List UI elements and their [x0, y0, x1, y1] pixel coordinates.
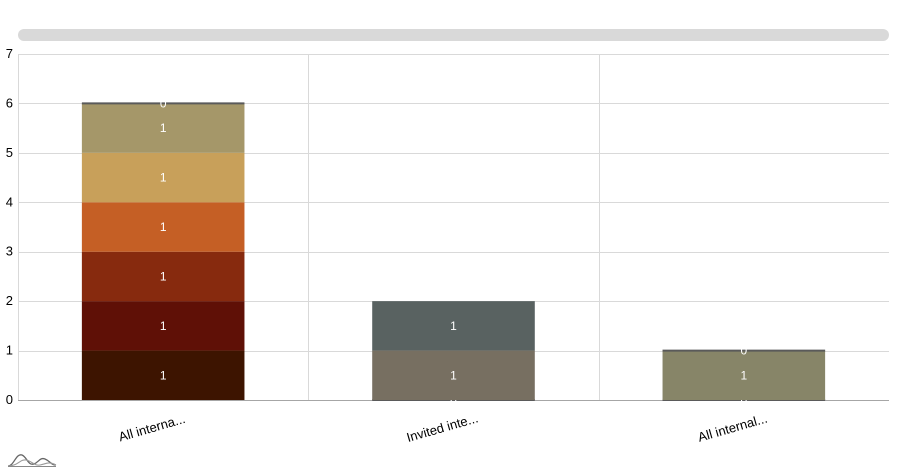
segment-value-label: 0 [740, 344, 747, 358]
segment-value-label: 1 [160, 121, 167, 135]
bars: 1111110011010 [81, 96, 826, 407]
y-axis-ticks: 0 1 2 3 4 5 6 7 [6, 46, 13, 407]
bar-segment[interactable] [81, 152, 245, 203]
bar-segment[interactable] [81, 103, 245, 153]
segment-value-label: 1 [160, 368, 167, 382]
horizontal-scrollbar[interactable] [18, 29, 889, 41]
chart-logo-icon [7, 454, 57, 467]
bar-segment[interactable] [81, 251, 245, 302]
bar-segment[interactable] [81, 202, 245, 252]
segment-value-label: 1 [740, 368, 747, 382]
y-tick-label: 5 [6, 145, 13, 160]
y-tick-label: 7 [6, 46, 13, 61]
y-tick-label: 1 [6, 343, 13, 358]
segment-value-label: 1 [160, 319, 167, 333]
x-category-label: Invited inte... [405, 410, 480, 445]
bar-segment[interactable] [372, 350, 535, 400]
segment-value-label: 1 [160, 171, 167, 185]
bar-segment[interactable] [372, 301, 535, 351]
y-tick-label: 6 [6, 95, 13, 110]
y-tick-label: 4 [6, 194, 13, 209]
segment-value-label: 1 [160, 220, 167, 234]
segment-value-label: 1 [450, 319, 457, 333]
x-axis-labels: All interna... Invited inte... All interna… [117, 410, 769, 445]
y-tick-label: 3 [6, 244, 13, 259]
bar-segment[interactable] [81, 350, 245, 400]
y-tick-label: 0 [6, 392, 13, 407]
x-category-label: All internal... [696, 411, 769, 445]
x-category-label: All interna... [117, 411, 187, 444]
segment-value-label: 0 [160, 96, 167, 110]
bar-segment[interactable] [81, 301, 245, 351]
y-tick-label: 2 [6, 293, 13, 308]
segment-value-label: 1 [160, 269, 167, 283]
segment-value-label: 1 [450, 368, 457, 382]
bar-segment[interactable] [662, 350, 826, 400]
